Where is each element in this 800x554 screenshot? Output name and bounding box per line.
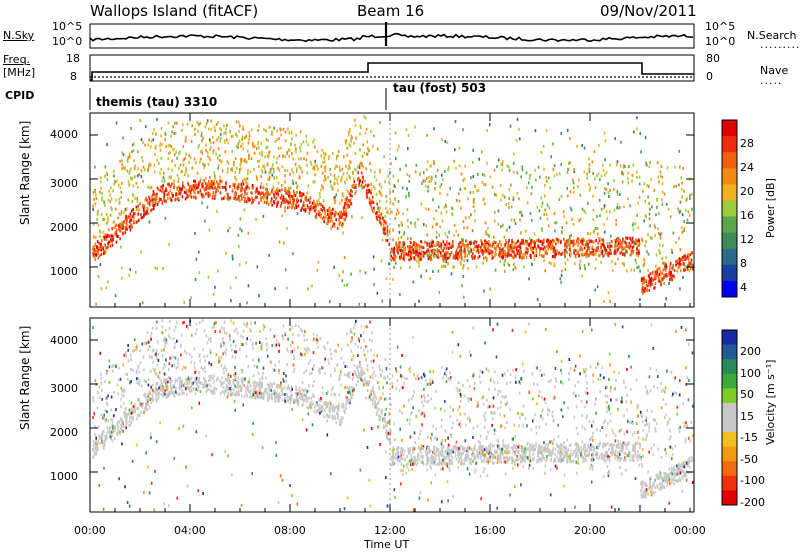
cpid-entry-1: themis (tau) 3310 bbox=[96, 95, 218, 109]
nsky-panel bbox=[89, 23, 695, 49]
freq-label-1: Freq. bbox=[3, 53, 31, 66]
velocity-colorbar-tick-6: -100 bbox=[740, 474, 765, 487]
nsky-label: N.Sky bbox=[3, 29, 35, 42]
nsearch-label: N.Search bbox=[747, 29, 797, 42]
freq-trace bbox=[90, 62, 694, 81]
date-title: 09/Nov/2011 bbox=[600, 2, 697, 20]
xtick-3: 12:00 bbox=[374, 524, 406, 537]
velocity-colorbar-tick-5: -50 bbox=[740, 452, 758, 466]
power-colorbar-tick-3: 16 bbox=[740, 209, 754, 222]
nave-tick-hi: 80 bbox=[706, 52, 720, 65]
power-colorbar-tick-4: 12 bbox=[740, 233, 754, 246]
velocity-heatmap bbox=[92, 319, 694, 512]
freq-panel bbox=[89, 54, 695, 82]
vel-ytick-4000: 4000 bbox=[50, 334, 78, 347]
velocity-colorbar-tick-1: 100 bbox=[740, 366, 761, 380]
nave-tick-lo: 0 bbox=[706, 70, 713, 83]
velocity-colorbar-tick-0: 200 bbox=[740, 345, 761, 358]
xlabel: Time UT bbox=[364, 538, 410, 551]
velocity-colorbar bbox=[721, 329, 738, 506]
nsearch-tick-lo: 10^0 bbox=[705, 35, 736, 48]
power-colorbar-tick-5: 8 bbox=[740, 257, 747, 270]
vel-ytick-3000: 3000 bbox=[50, 382, 78, 395]
nsearch-tick-hi: 10^5 bbox=[705, 20, 736, 33]
power-ytick-1000: 1000 bbox=[50, 265, 78, 278]
freq-label-2: [MHz] bbox=[3, 66, 36, 79]
nsky-tick-lo: 10^0 bbox=[52, 35, 83, 48]
power-ytick-3000: 3000 bbox=[50, 177, 78, 190]
xtick-2: 08:00 bbox=[274, 524, 306, 537]
velocity-ylabel: Slant Range [km] bbox=[18, 325, 32, 430]
vel-ytick-2000: 2000 bbox=[50, 426, 78, 439]
nsky-tick-hi: 10^5 bbox=[52, 20, 83, 33]
nave-label: Nave bbox=[760, 64, 789, 77]
power-colorbar-label: Power [dB] bbox=[764, 178, 777, 238]
xtick-4: 16:00 bbox=[474, 524, 506, 537]
freq-tick-lo: 8 bbox=[70, 70, 77, 83]
power-panel-frame bbox=[89, 112, 695, 308]
nsearch-legend: ......... bbox=[760, 38, 800, 51]
velocity-colorbar-tick-2: 50 bbox=[740, 388, 754, 401]
power-colorbar-tick-1: 24 bbox=[740, 161, 754, 174]
freq-tick-hi: 18 bbox=[66, 52, 80, 65]
power-colorbar-tick-2: 20 bbox=[740, 185, 754, 198]
power-colorbar-tick-0: 28 bbox=[740, 137, 754, 150]
power-ylabel: Slant Range [km] bbox=[18, 120, 32, 225]
power-colorbar-tick-6: 4 bbox=[740, 281, 747, 294]
velocity-panel-frame bbox=[89, 317, 695, 513]
velocity-colorbar-label: Velocity [m s⁻¹] bbox=[764, 359, 777, 445]
velocity-colorbar-tick-4: -15 bbox=[740, 431, 758, 444]
xtick-6: 00:00 bbox=[674, 524, 706, 537]
power-colorbar bbox=[721, 119, 738, 298]
nave-legend: ..... bbox=[760, 74, 783, 87]
nsky-trace bbox=[89, 32, 694, 43]
velocity-colorbar-tick-7: -200 bbox=[740, 495, 765, 509]
xtick-5: 20:00 bbox=[574, 524, 606, 537]
cpid-entry-2: tau (fost) 503 bbox=[393, 81, 487, 95]
axis-ticks bbox=[89, 113, 695, 512]
power-ytick-4000: 4000 bbox=[50, 128, 78, 141]
power-ytick-2000: 2000 bbox=[50, 221, 78, 234]
cpid-label: CPID bbox=[5, 89, 35, 102]
xtick-0: 00:00 bbox=[74, 524, 106, 537]
power-heatmap bbox=[92, 115, 694, 306]
vel-ytick-1000: 1000 bbox=[50, 470, 78, 483]
station-title: Wallops Island (fitACF) bbox=[90, 2, 259, 20]
xtick-1: 04:00 bbox=[174, 524, 206, 537]
velocity-colorbar-tick-3: 15 bbox=[740, 409, 754, 423]
beam-title: Beam 16 bbox=[357, 2, 425, 20]
